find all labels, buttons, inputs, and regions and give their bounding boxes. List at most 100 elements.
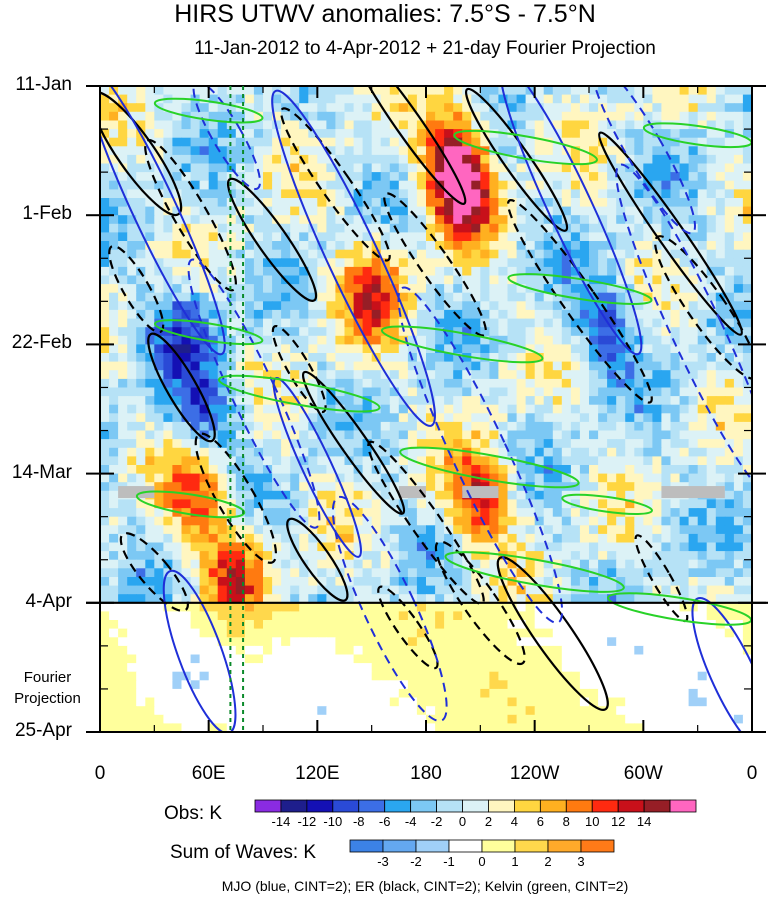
field-cell xyxy=(688,335,699,345)
field-cell xyxy=(516,241,527,251)
field-cell xyxy=(362,361,373,371)
field-cell xyxy=(462,654,472,664)
field-cell xyxy=(480,628,490,638)
field-cell xyxy=(199,628,210,638)
field-cell xyxy=(380,671,391,681)
field-cell xyxy=(335,499,346,509)
field-cell xyxy=(426,628,436,638)
field-cell xyxy=(299,223,309,233)
field-cell xyxy=(634,198,644,208)
field-cell xyxy=(335,86,346,96)
field-cell xyxy=(380,568,391,578)
field-cell xyxy=(724,344,735,354)
field-cell xyxy=(145,327,155,337)
field-cell xyxy=(335,353,346,363)
field-cell xyxy=(136,404,146,414)
field-cell xyxy=(453,568,463,578)
field-cell xyxy=(416,421,427,432)
field-cell xyxy=(706,525,717,535)
field-cell xyxy=(208,663,219,673)
field-cell xyxy=(453,103,463,113)
field-cell xyxy=(742,120,752,130)
field-cell xyxy=(299,94,309,104)
field-cell xyxy=(163,456,174,466)
field-cell xyxy=(598,533,608,544)
field-cell xyxy=(444,404,454,414)
field-cell xyxy=(724,499,735,509)
field-cell xyxy=(154,206,164,216)
field-cell xyxy=(435,628,445,638)
field-cell xyxy=(326,620,337,630)
field-cell xyxy=(100,628,110,638)
field-cell xyxy=(742,533,752,544)
field-cell xyxy=(380,456,391,466)
field-cell xyxy=(697,378,708,389)
field-cell xyxy=(643,284,653,294)
field-cell xyxy=(516,154,527,165)
field-cell xyxy=(625,103,635,113)
field-cell xyxy=(263,266,273,277)
field-cell xyxy=(244,180,255,190)
field-cell xyxy=(480,602,490,612)
field-cell xyxy=(317,456,327,466)
field-cell xyxy=(181,146,192,156)
field-cell xyxy=(299,594,309,604)
field-cell xyxy=(498,447,509,457)
field-cell xyxy=(742,198,752,208)
field-cell xyxy=(679,499,690,509)
field-cell xyxy=(380,620,391,630)
field-cell xyxy=(344,154,355,165)
field-cell xyxy=(145,637,155,647)
field-cell xyxy=(498,439,509,449)
field-cell xyxy=(235,602,246,612)
field-cell xyxy=(598,284,608,294)
field-cell xyxy=(244,241,255,251)
field-cell xyxy=(661,146,672,156)
field-cell xyxy=(715,413,726,423)
field-cell xyxy=(308,465,318,475)
field-cell xyxy=(308,241,318,251)
field-cell xyxy=(471,551,481,561)
field-cell xyxy=(371,430,382,440)
field-cell xyxy=(697,430,708,440)
field-cell xyxy=(688,361,699,371)
field-cell xyxy=(661,465,672,475)
field-cell xyxy=(507,154,518,165)
field-cell xyxy=(290,645,300,656)
field-cell xyxy=(625,602,635,612)
field-cell xyxy=(561,421,572,432)
field-cell xyxy=(489,421,500,432)
field-cell xyxy=(226,516,237,526)
field-cell xyxy=(208,430,219,440)
field-cell xyxy=(688,404,699,414)
field-cell xyxy=(534,413,545,423)
field-cell xyxy=(724,645,735,656)
field-cell xyxy=(272,439,282,449)
field-cell xyxy=(299,344,309,354)
field-cell xyxy=(226,559,237,569)
field-cell xyxy=(589,301,599,311)
field-cell xyxy=(616,206,626,216)
field-cell xyxy=(471,413,481,423)
field-cell xyxy=(507,525,518,535)
field-cell xyxy=(317,637,327,647)
field-cell xyxy=(335,223,346,233)
field-cell xyxy=(706,439,717,449)
field-cell xyxy=(579,266,590,277)
field-cell xyxy=(344,447,355,457)
field-cell xyxy=(371,146,382,156)
field-cell xyxy=(353,456,364,466)
field-cell xyxy=(118,120,128,130)
field-cell xyxy=(154,154,164,165)
field-cell xyxy=(344,318,355,328)
field-cell xyxy=(679,525,690,535)
field-cell xyxy=(145,456,155,466)
field-cell xyxy=(589,645,599,656)
field-cell xyxy=(326,370,337,380)
field-cell xyxy=(244,120,255,130)
field-cell xyxy=(253,413,264,423)
field-cell xyxy=(308,353,318,363)
field-cell xyxy=(561,344,572,354)
field-cell xyxy=(389,473,400,483)
field-cell xyxy=(290,413,300,423)
